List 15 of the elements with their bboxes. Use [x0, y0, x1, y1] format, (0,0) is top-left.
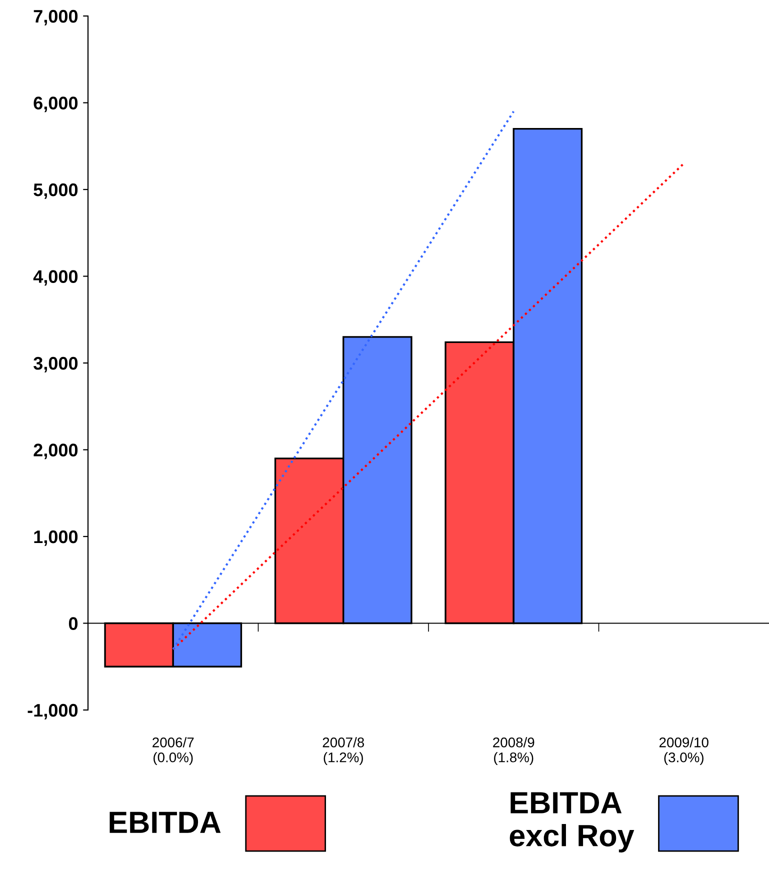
x-tick-label: 2006/7 (0.0%) [152, 737, 194, 766]
x-tick-label: 2007/8 (1.2%) [322, 737, 364, 766]
y-tick-label: -1,000 [28, 704, 78, 720]
y-tick-label: 1,000 [34, 530, 78, 546]
legend-label: EBITDA [110, 812, 221, 833]
y-tick-label: 2,000 [34, 444, 78, 460]
y-tick-label: 7,000 [34, 10, 78, 26]
y-tick-label: 5,000 [34, 183, 78, 199]
x-tick-label: 2009/10 (3.0%) [659, 737, 708, 766]
y-tick-label: 0 [68, 617, 78, 630]
y-tick-label: 3,000 [34, 356, 78, 372]
y-tick-label: 4,000 [33, 270, 78, 286]
x-tick-label: 2008/9 (1.8%) [493, 737, 534, 766]
y-tick-label: 6,000 [34, 96, 78, 112]
legend-label: EBITDA excl Roy [510, 792, 634, 852]
